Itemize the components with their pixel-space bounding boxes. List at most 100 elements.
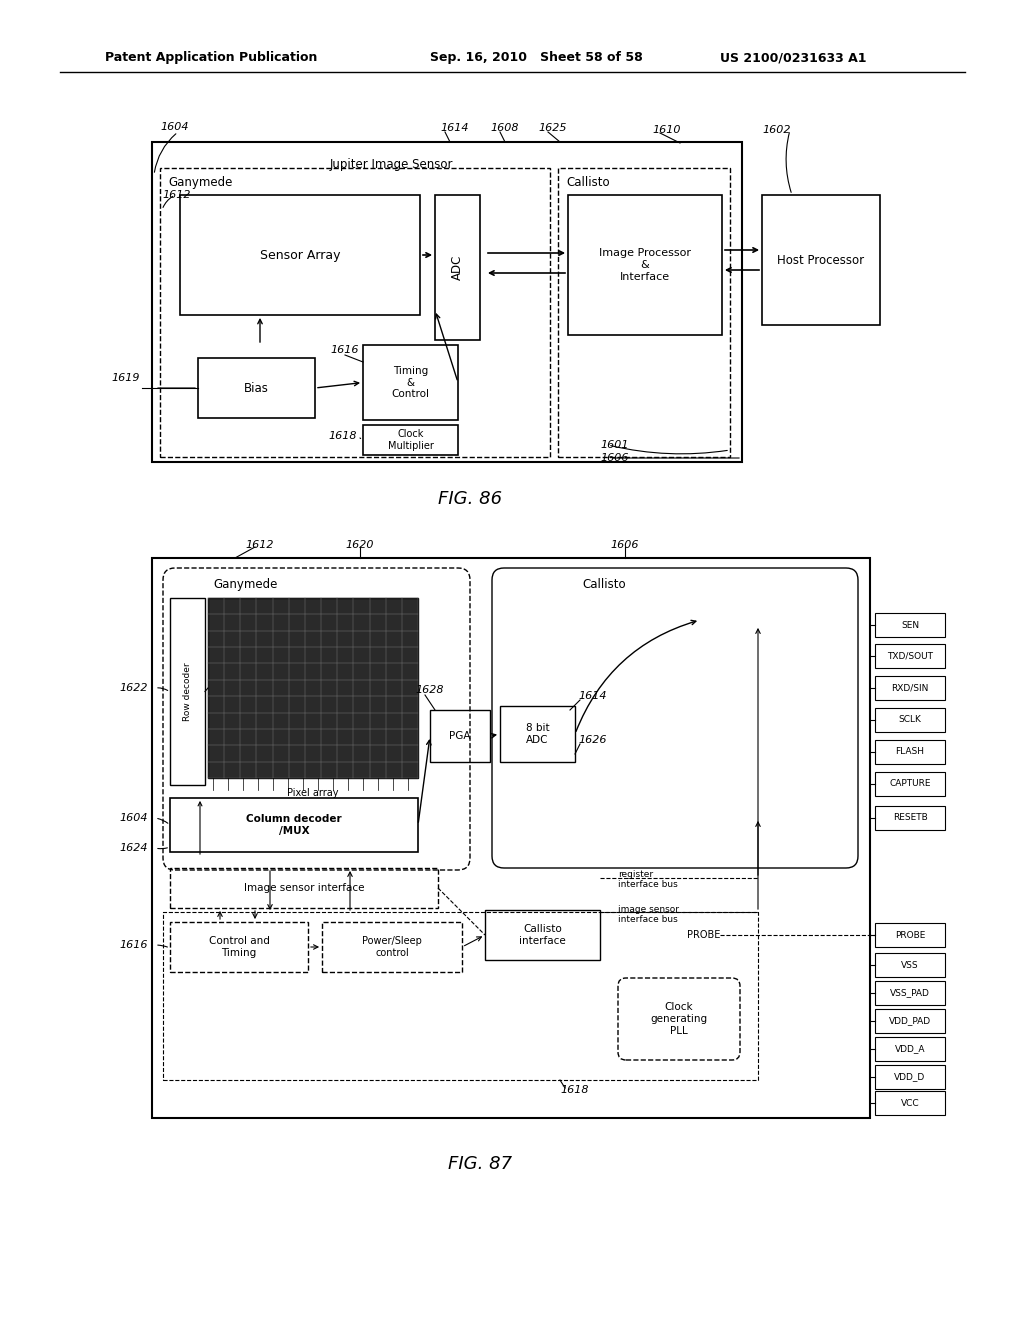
Bar <box>874 708 945 733</box>
Text: Sensor Array: Sensor Array <box>260 248 340 261</box>
Text: FIG. 86: FIG. 86 <box>438 490 502 508</box>
Text: FLASH: FLASH <box>896 747 925 756</box>
Bar <box>152 143 742 462</box>
Bar <box>874 981 945 1005</box>
Text: 1604: 1604 <box>160 121 188 132</box>
Text: SCLK: SCLK <box>899 715 922 725</box>
Text: 1620: 1620 <box>345 540 374 550</box>
Text: VDD_D: VDD_D <box>894 1072 926 1081</box>
Text: 1610: 1610 <box>652 125 681 135</box>
Text: Clock
generating
PLL: Clock generating PLL <box>650 1002 708 1036</box>
Bar <box>170 598 205 785</box>
Text: Pixel array: Pixel array <box>288 788 339 799</box>
Bar <box>485 909 600 960</box>
Text: ADC: ADC <box>451 255 464 280</box>
Bar <box>160 168 550 457</box>
Bar <box>874 1092 945 1115</box>
Text: register
interface bus: register interface bus <box>618 870 678 890</box>
Bar <box>435 195 480 341</box>
Text: 1612: 1612 <box>162 190 190 201</box>
Bar <box>430 710 490 762</box>
Text: RXD/SIN: RXD/SIN <box>891 684 929 693</box>
Text: 1608: 1608 <box>490 123 518 133</box>
Text: CAPTURE: CAPTURE <box>889 780 931 788</box>
Text: PROBE: PROBE <box>687 931 720 940</box>
Text: 1614: 1614 <box>440 123 469 133</box>
Text: Callisto
interface: Callisto interface <box>519 924 566 946</box>
Text: 1612: 1612 <box>245 540 273 550</box>
Text: PROBE: PROBE <box>895 931 926 940</box>
Text: 1628: 1628 <box>415 685 443 696</box>
Bar <box>874 676 945 700</box>
Bar <box>874 923 945 946</box>
Text: 1614: 1614 <box>578 690 606 701</box>
Text: Ganymede: Ganymede <box>168 176 232 189</box>
Text: Jupiter Image Sensor: Jupiter Image Sensor <box>330 158 454 172</box>
Text: image sensor
interface bus: image sensor interface bus <box>618 906 679 924</box>
Bar <box>362 425 458 455</box>
Text: Control and
Timing: Control and Timing <box>209 936 269 958</box>
Text: 1602: 1602 <box>762 125 791 135</box>
Text: Image Processor
&
Interface: Image Processor & Interface <box>599 248 691 281</box>
Text: 8 bit
ADC: 8 bit ADC <box>525 723 549 744</box>
Bar <box>762 195 880 325</box>
Bar <box>170 799 418 851</box>
Text: SEN: SEN <box>901 620 920 630</box>
Text: Image sensor interface: Image sensor interface <box>244 883 365 894</box>
Text: Timing
&
Control: Timing & Control <box>391 366 429 399</box>
Text: Clock
Multiplier: Clock Multiplier <box>387 429 433 451</box>
Text: VDD_PAD: VDD_PAD <box>889 1016 931 1026</box>
Text: FIG. 87: FIG. 87 <box>447 1155 512 1173</box>
Bar <box>208 598 418 777</box>
Text: Row decoder: Row decoder <box>183 663 193 721</box>
Bar <box>874 772 945 796</box>
Text: 1604: 1604 <box>120 813 148 822</box>
Bar <box>163 912 758 1080</box>
Bar <box>152 558 870 1118</box>
Text: Bias: Bias <box>244 381 269 395</box>
Text: Column decoder
/MUX: Column decoder /MUX <box>246 814 342 836</box>
Bar <box>500 706 575 762</box>
Bar <box>180 195 420 315</box>
Bar <box>170 869 438 908</box>
Text: Sep. 16, 2010   Sheet 58 of 58: Sep. 16, 2010 Sheet 58 of 58 <box>430 51 643 65</box>
Text: US 2100/0231633 A1: US 2100/0231633 A1 <box>720 51 866 65</box>
Bar <box>874 1038 945 1061</box>
Text: 1619: 1619 <box>112 374 140 383</box>
Bar <box>874 612 945 638</box>
Bar <box>874 953 945 977</box>
Text: 1618: 1618 <box>328 432 356 441</box>
Bar <box>874 1008 945 1034</box>
Bar <box>874 1065 945 1089</box>
Bar <box>198 358 315 418</box>
Text: VDD_A: VDD_A <box>895 1044 926 1053</box>
Bar <box>874 741 945 764</box>
Text: 1622: 1622 <box>120 682 148 693</box>
Bar <box>362 345 458 420</box>
Text: VSS_PAD: VSS_PAD <box>890 989 930 998</box>
Text: 1601: 1601 <box>600 440 629 450</box>
Text: 1626: 1626 <box>578 735 606 744</box>
Text: Patent Application Publication: Patent Application Publication <box>105 51 317 65</box>
Text: VSS: VSS <box>901 961 919 969</box>
Text: TXD/SOUT: TXD/SOUT <box>887 652 933 660</box>
Bar <box>322 921 462 972</box>
Bar <box>558 168 730 457</box>
Text: 1618: 1618 <box>560 1085 589 1096</box>
Text: Callisto: Callisto <box>582 578 626 591</box>
Text: 1616: 1616 <box>120 940 148 950</box>
Bar <box>568 195 722 335</box>
Text: 1625: 1625 <box>538 123 566 133</box>
Text: 1624: 1624 <box>120 843 148 853</box>
Text: PGA: PGA <box>450 731 471 741</box>
Text: Power/Sleep
control: Power/Sleep control <box>362 936 422 958</box>
Text: 1606: 1606 <box>600 453 629 463</box>
Text: Callisto: Callisto <box>566 176 609 189</box>
Text: 1616: 1616 <box>330 345 358 355</box>
Text: VCC: VCC <box>901 1098 920 1107</box>
Bar <box>170 921 308 972</box>
Text: 1606: 1606 <box>610 540 639 550</box>
Text: Host Processor: Host Processor <box>777 253 864 267</box>
Text: RESETB: RESETB <box>893 813 928 822</box>
Text: Ganymede: Ganymede <box>213 578 278 591</box>
